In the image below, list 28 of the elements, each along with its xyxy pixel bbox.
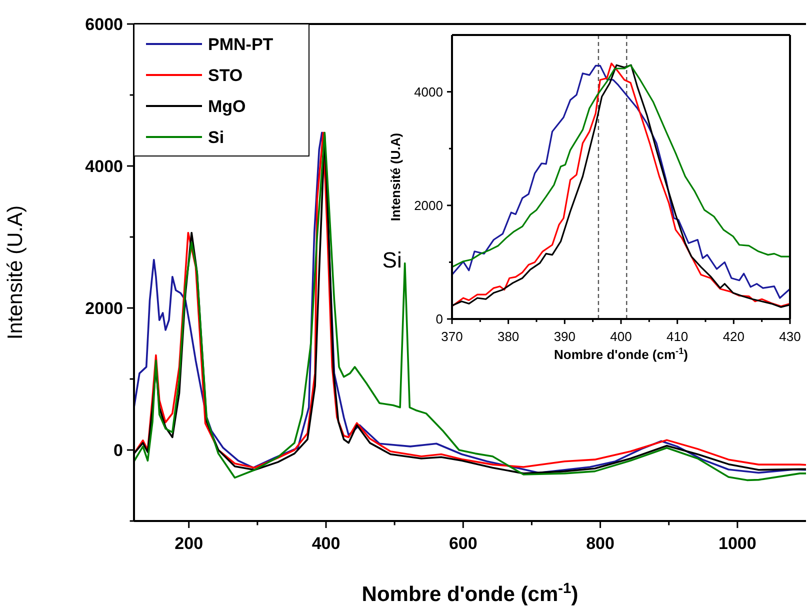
y-axis-title: Intensité (U.A) xyxy=(388,132,403,222)
y-tick-label: 4000 xyxy=(414,84,443,100)
x-axis-title: Nombre d'onde (cm$^{-1}$) xyxy=(554,346,688,362)
y-tick-label: 6000 xyxy=(85,14,123,34)
legend-label: PMN-PT xyxy=(208,34,274,54)
y-tick-label: 4000 xyxy=(85,156,123,176)
x-tick-label: 400 xyxy=(312,534,340,553)
x-axis-title: Nombre d'onde (cm$^{-1}$) xyxy=(362,581,578,606)
x-tick-label: 200 xyxy=(174,534,204,553)
y-axis-title: Intensité (U.A) xyxy=(4,205,27,340)
x-tick-label: 400 xyxy=(610,329,632,344)
x-tick-label: 1000 xyxy=(718,534,756,553)
y-tick-label: 2000 xyxy=(414,198,443,213)
x-tick-label: 410 xyxy=(666,329,688,344)
legend-label: Si xyxy=(208,128,224,147)
legend-label: MgO xyxy=(208,96,246,116)
y-tick-label: 0 xyxy=(114,440,123,460)
y-tick-label: 0 xyxy=(436,312,443,327)
x-tick-label: 420 xyxy=(722,329,745,344)
x-tick-label: 390 xyxy=(554,329,576,344)
x-tick-label: 370 xyxy=(441,329,463,344)
x-tick-label: 600 xyxy=(448,534,478,553)
x-tick-label: 800 xyxy=(586,534,614,553)
x-tick-label: 380 xyxy=(497,329,520,344)
y-tick-label: 2000 xyxy=(85,298,123,318)
legend-label: STO xyxy=(208,66,243,85)
x-tick-label: 430 xyxy=(779,329,801,344)
annotation: Si xyxy=(382,247,402,272)
